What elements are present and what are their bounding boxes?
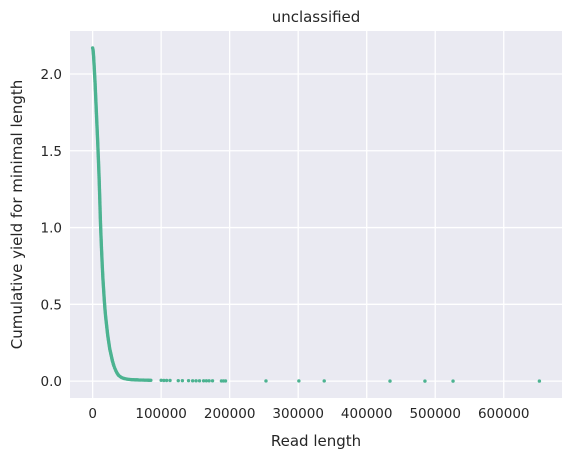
data-point [186, 378, 191, 383]
y-tick-label: 1.0 [41, 221, 62, 237]
data-point [297, 379, 301, 383]
y-tick-labels: 0.0 0.5 1.0 1.5 2.0 [41, 67, 62, 390]
grid [70, 31, 562, 398]
x-tick-label: 0 [88, 406, 97, 422]
data-point [207, 379, 211, 383]
x-tick-labels: 0 100000 200000 300000 400000 500000 600000 [88, 406, 529, 422]
data-point [176, 378, 180, 383]
data-point [210, 379, 215, 383]
x-axis-label: Read length [271, 432, 361, 450]
data-point [322, 379, 326, 383]
data-point [149, 378, 153, 383]
x-tick-label: 300000 [272, 406, 324, 422]
data-point [194, 379, 198, 383]
data-point [264, 379, 268, 383]
data-point [423, 379, 427, 383]
y-tick-label: 0.0 [41, 374, 62, 390]
y-tick-label: 1.5 [41, 144, 62, 160]
x-tick-label: 100000 [135, 406, 187, 422]
x-tick-label: 600000 [478, 406, 530, 422]
x-tick-label: 500000 [409, 406, 461, 422]
data-point [162, 378, 166, 383]
chart-title: unclassified [272, 8, 361, 26]
data-point [388, 379, 392, 383]
data-point [537, 379, 542, 383]
data-point [164, 378, 169, 383]
data-point [204, 379, 209, 383]
data-point [190, 379, 195, 383]
data-point [197, 379, 202, 383]
y-tick-label: 2.0 [41, 67, 62, 83]
x-tick-label: 400000 [341, 406, 393, 422]
plot-area [70, 31, 562, 398]
x-tick-label: 200000 [204, 406, 256, 422]
data-point [159, 378, 163, 383]
data-point [223, 379, 228, 383]
data-point [201, 379, 206, 383]
data-points [90, 46, 542, 383]
data-point [451, 379, 455, 383]
y-axis-label: Cumulative yield for minimal length [8, 80, 26, 350]
y-tick-label: 0.5 [41, 297, 62, 313]
data-point [168, 378, 172, 383]
data-point [180, 378, 185, 383]
